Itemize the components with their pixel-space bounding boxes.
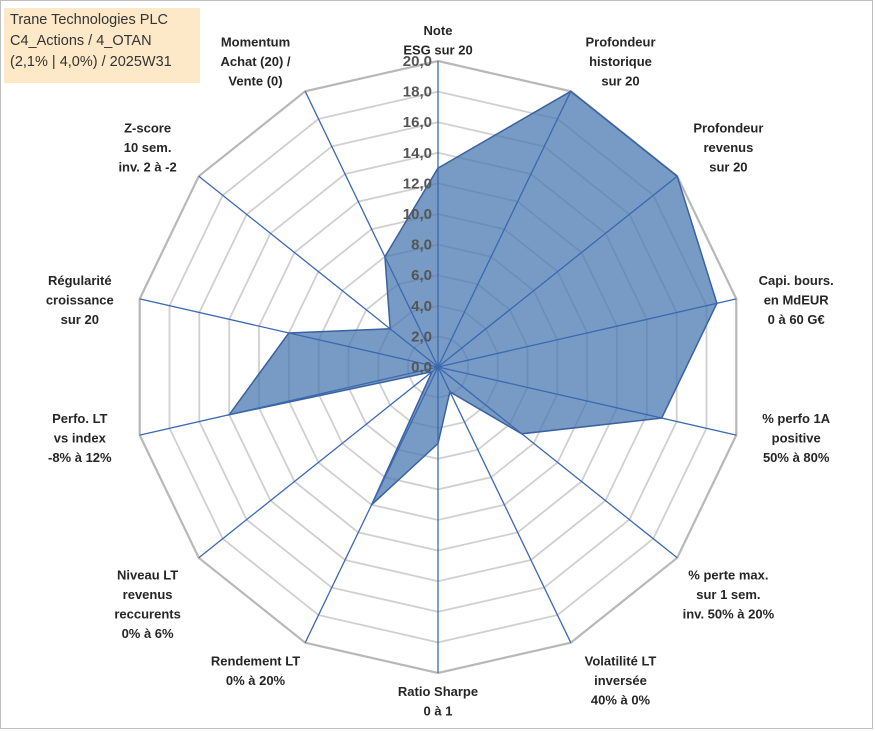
axis-label-line: sur 20 (601, 73, 639, 88)
data-series-area (227, 90, 718, 506)
axis-label-line: ESG sur 20 (403, 43, 472, 58)
axis-spoke (198, 175, 439, 368)
axis-label: Capi. bours. en MdEUR 0 à 60 G€ (759, 273, 834, 327)
axis-label-line: croissance (46, 293, 114, 308)
axis-spoke (198, 366, 439, 559)
radar-data-layer (227, 90, 718, 506)
axis-label-line: positive (772, 430, 821, 445)
axis-label-line: historique (589, 54, 652, 69)
axis-label-line: -8% à 12% (48, 450, 112, 465)
axis-label-line: Profondeur (693, 120, 763, 135)
axis-label-line: inv. 2 à -2 (118, 159, 176, 174)
axis-label-line: Z-score (124, 120, 171, 135)
axis-label-line: Rendement LT (211, 654, 300, 669)
tick-label: 4,0 (411, 298, 432, 315)
axis-label-line: reccurents (114, 607, 180, 622)
chart-title-line-1: Trane Technologies PLC (10, 12, 168, 28)
axis-label-line: % perte max. (688, 568, 768, 583)
axis-label-line: 0% à 6% (122, 626, 174, 641)
axis-spoke (139, 298, 439, 368)
axis-label-line: revenus (703, 140, 753, 155)
tick-label: 16,0 (403, 114, 432, 131)
axis-spoke (437, 366, 678, 559)
axis-label: Rendement LT 0% à 20% (211, 654, 300, 689)
axis-label-line: Perfo. LT (52, 411, 107, 426)
radar-axes (139, 61, 737, 673)
axis-label-line: 10 sem. (124, 140, 172, 155)
axis-spoke (304, 366, 439, 643)
axis-label: % perfo 1A positive 50% à 80% (762, 411, 831, 465)
axis-label: Note ESG sur 20 (403, 23, 472, 58)
axis-label: Profondeur revenus sur 20 (693, 120, 763, 174)
axis-label-line: en MdEUR (764, 293, 830, 308)
axis-label: Perfo. LT vs index -8% à 12% (48, 411, 112, 465)
axis-label: Profondeur historique sur 20 (585, 34, 655, 88)
tick-label: 20,0 (403, 53, 432, 70)
tick-label: 8,0 (411, 237, 432, 254)
axis-label: Volatilité LT inversée 40% à 0% (585, 654, 657, 708)
tick-label: 14,0 (403, 145, 432, 162)
axis-label-line: Momentum (221, 34, 290, 49)
tick-label: 6,0 (411, 267, 432, 284)
axis-label-line: sur 1 sem. (696, 587, 760, 602)
radial-tick-labels: 0,0 2,0 4,0 6,0 8,0 10,0 12,0 14,0 16,0 18,0 20,0 (403, 53, 432, 376)
axis-spoke (437, 175, 678, 368)
axis-label-line: 50% à 80% (763, 450, 830, 465)
axis-label-line: 40% à 0% (591, 693, 651, 708)
axis-label-line: Niveau LT (117, 568, 178, 583)
axis-spoke (304, 91, 439, 368)
chart-title-box: Trane Technologies PLC C4_Actions / 4_OT… (4, 8, 200, 83)
axis-label-line: Achat (20) / (220, 54, 290, 69)
axis-label: Momentum Achat (20) / Vente (0) (220, 34, 290, 88)
axis-label-line: sur 20 (709, 159, 747, 174)
tick-label: 0,0 (411, 359, 432, 376)
axis-label-line: vs index (54, 430, 107, 445)
axis-labels: Note ESG sur 20 Profondeur historique sur 20… (46, 23, 834, 719)
axis-label-line: Note (424, 23, 453, 38)
axis-label-line: sur 20 (61, 312, 99, 327)
axis-label-line: Volatilité LT (585, 654, 657, 669)
axis-spoke (437, 91, 572, 368)
axis-label-line: Vente (0) (228, 73, 282, 88)
axis-label-line: 0 à 60 G€ (768, 312, 825, 327)
axis-label-line: % perfo 1A (762, 411, 831, 426)
axis-label-line: inversée (594, 673, 647, 688)
axis-label: Niveau LT revenus reccurents 0% à 6% (114, 568, 180, 642)
tick-label: 10,0 (403, 206, 432, 223)
axis-label: % perte max. sur 1 sem. inv. 50% à 20% (683, 568, 775, 622)
axis-label-line: Profondeur (585, 34, 655, 49)
axis-label: Ratio Sharpe 0 à 1 (398, 684, 478, 719)
axis-spoke (139, 366, 439, 436)
axis-spoke (437, 298, 737, 368)
tick-label: 2,0 (411, 328, 432, 345)
axis-label: Z-score 10 sem. inv. 2 à -2 (118, 120, 176, 174)
axis-label: Régularité croissance sur 20 (46, 273, 114, 327)
axis-label-line: 0 à 1 (424, 704, 453, 719)
chart-title-line-3: (2,1% | 4,0%) / 2025W31 (10, 54, 172, 70)
axis-label-line: 0% à 20% (226, 673, 286, 688)
tick-label: 18,0 (403, 84, 432, 101)
tick-label: 12,0 (403, 175, 432, 192)
axis-label-line: Régularité (48, 273, 112, 288)
chart-title-line-2: C4_Actions / 4_OTAN (10, 33, 152, 49)
axis-label-line: inv. 50% à 20% (683, 607, 775, 622)
axis-label-line: Capi. bours. (759, 273, 834, 288)
axis-label-line: Ratio Sharpe (398, 684, 478, 699)
axis-spoke (437, 366, 572, 643)
axis-spoke (437, 366, 737, 436)
axis-label-line: revenus (123, 587, 173, 602)
